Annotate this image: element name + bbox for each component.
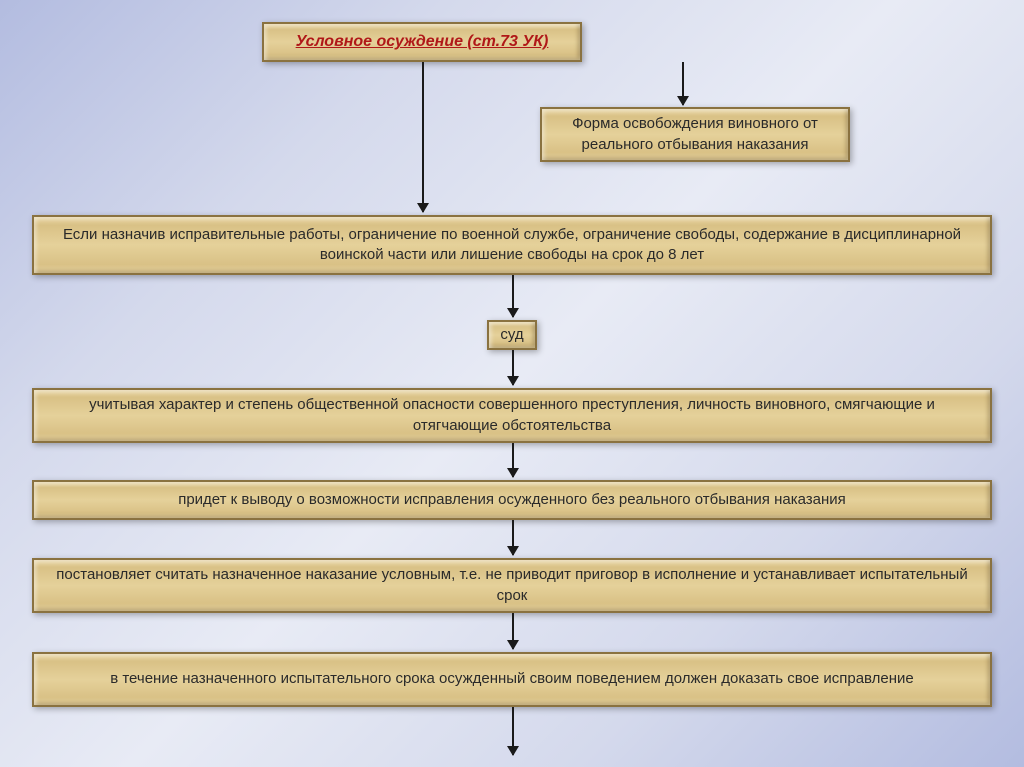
- node-condition: Если назначив исправительные работы, огр…: [32, 215, 992, 275]
- arrow-decree-to-probation: [512, 613, 514, 649]
- node-considering-text: учитывая характер и степень общественной…: [48, 395, 976, 436]
- arrow-condition-to-court: [512, 275, 514, 317]
- node-probation: в течение назначенного испытательного ср…: [32, 652, 992, 707]
- node-condition-text: Если назначив исправительные работы, огр…: [48, 225, 976, 266]
- arrow-considering-to-conclusion: [512, 443, 514, 477]
- node-title: Условное осуждение (ст.73 УК): [262, 22, 582, 62]
- arrow-court-to-considering: [512, 350, 514, 385]
- node-considering: учитывая характер и степень общественной…: [32, 388, 992, 443]
- node-court-text: суд: [500, 325, 523, 345]
- arrow-conclusion-to-decree: [512, 520, 514, 555]
- node-form: Форма освобождения виновного от реальног…: [540, 107, 850, 162]
- node-decree: постановляет считать назначенное наказан…: [32, 558, 992, 613]
- arrow-probation-to-end: [512, 707, 514, 755]
- node-conclusion: придет к выводу о возможности исправлени…: [32, 480, 992, 520]
- node-form-text: Форма освобождения виновного от реальног…: [556, 114, 834, 155]
- node-decree-text: постановляет считать назначенное наказан…: [48, 565, 976, 606]
- node-court: суд: [487, 320, 537, 350]
- node-title-text: Условное осуждение (ст.73 УК): [296, 31, 549, 53]
- node-conclusion-text: придет к выводу о возможности исправлени…: [178, 490, 846, 510]
- arrow-title-to-condition: [422, 62, 424, 212]
- arrow-title-to-form: [682, 62, 684, 105]
- flowchart-container: Условное осуждение (ст.73 УК) Форма осво…: [0, 0, 1024, 767]
- node-probation-text: в течение назначенного испытательного ср…: [110, 669, 914, 689]
